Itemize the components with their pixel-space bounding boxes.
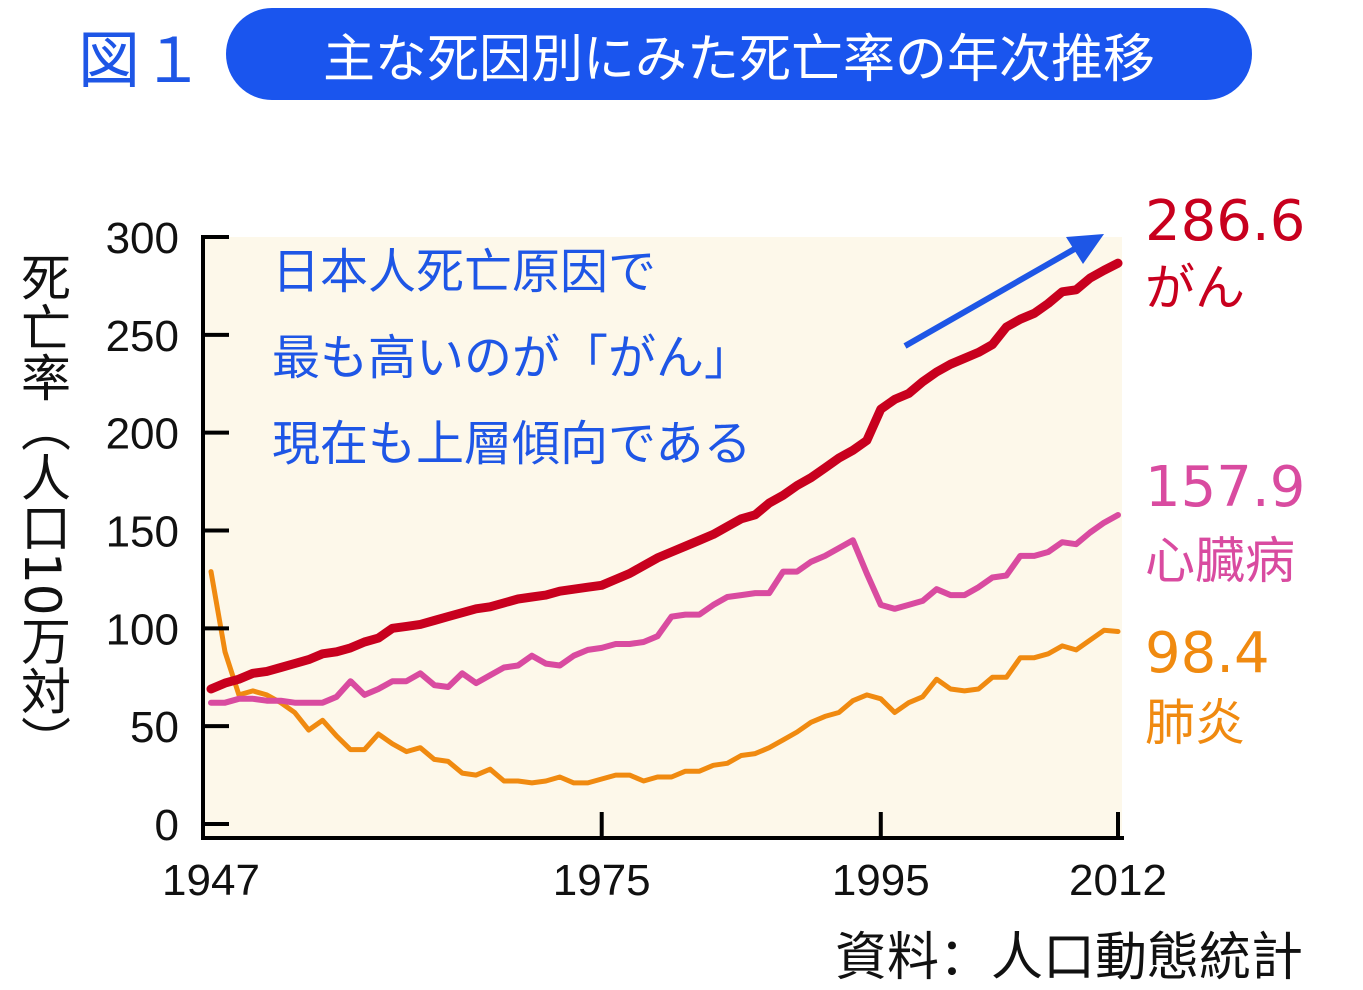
y-tick-label: 150 (106, 508, 179, 557)
end-value-label: 157.9 (1145, 455, 1305, 520)
figure-label: 図１ (78, 24, 207, 97)
annotation-line: 日本人死亡原因で (272, 244, 656, 300)
series-name-label: 心臓病 (1145, 532, 1295, 590)
x-ticks: 1947 1975 1995 2012 (162, 812, 1167, 905)
x-tick-label: 1995 (832, 856, 930, 905)
chart-title: 主な死因別にみた死亡率の年次推移 (226, 8, 1252, 100)
arrow-head (1066, 234, 1104, 264)
series-line-1 (208, 512, 1121, 706)
y-tick-label: 50 (130, 703, 179, 752)
source-note: 資料：人口動態統計 (835, 928, 1304, 988)
series-line-0 (206, 258, 1123, 694)
y-tick-label: 100 (106, 605, 179, 654)
y-tick-label: 300 (106, 214, 179, 263)
y-tick-label: 250 (106, 312, 179, 361)
y-tick-label: 0 (155, 801, 179, 850)
annotation-line: 現在も上層傾向である (272, 416, 752, 472)
annotation-line: 最も高いのが「がん」 (272, 330, 752, 386)
trend-arrow (903, 234, 1104, 349)
end-labels: 286.6がん 157.9 心臓病 98.4 肺炎 (1145, 189, 1305, 752)
x-tick-label: 2012 (1069, 856, 1167, 905)
series-lines (206, 258, 1123, 786)
y-axis-label: 死亡率（人口10万対） (13, 252, 71, 766)
y-tick-label: 200 (106, 410, 179, 459)
x-tick-label: 1947 (162, 856, 260, 905)
end-value-label: 286.6 (1145, 189, 1305, 254)
series-name-label: 肺炎 (1145, 694, 1245, 752)
arrow-shaft (903, 244, 1080, 349)
end-value-label: 98.4 (1145, 621, 1270, 686)
y-ticks: 0 50 100 150 200 250 300 (106, 214, 229, 850)
series-line-2 (208, 569, 1121, 786)
series-name-label: がん (1145, 259, 1245, 317)
x-tick-label: 1975 (553, 856, 651, 905)
plot-background (203, 237, 1122, 838)
